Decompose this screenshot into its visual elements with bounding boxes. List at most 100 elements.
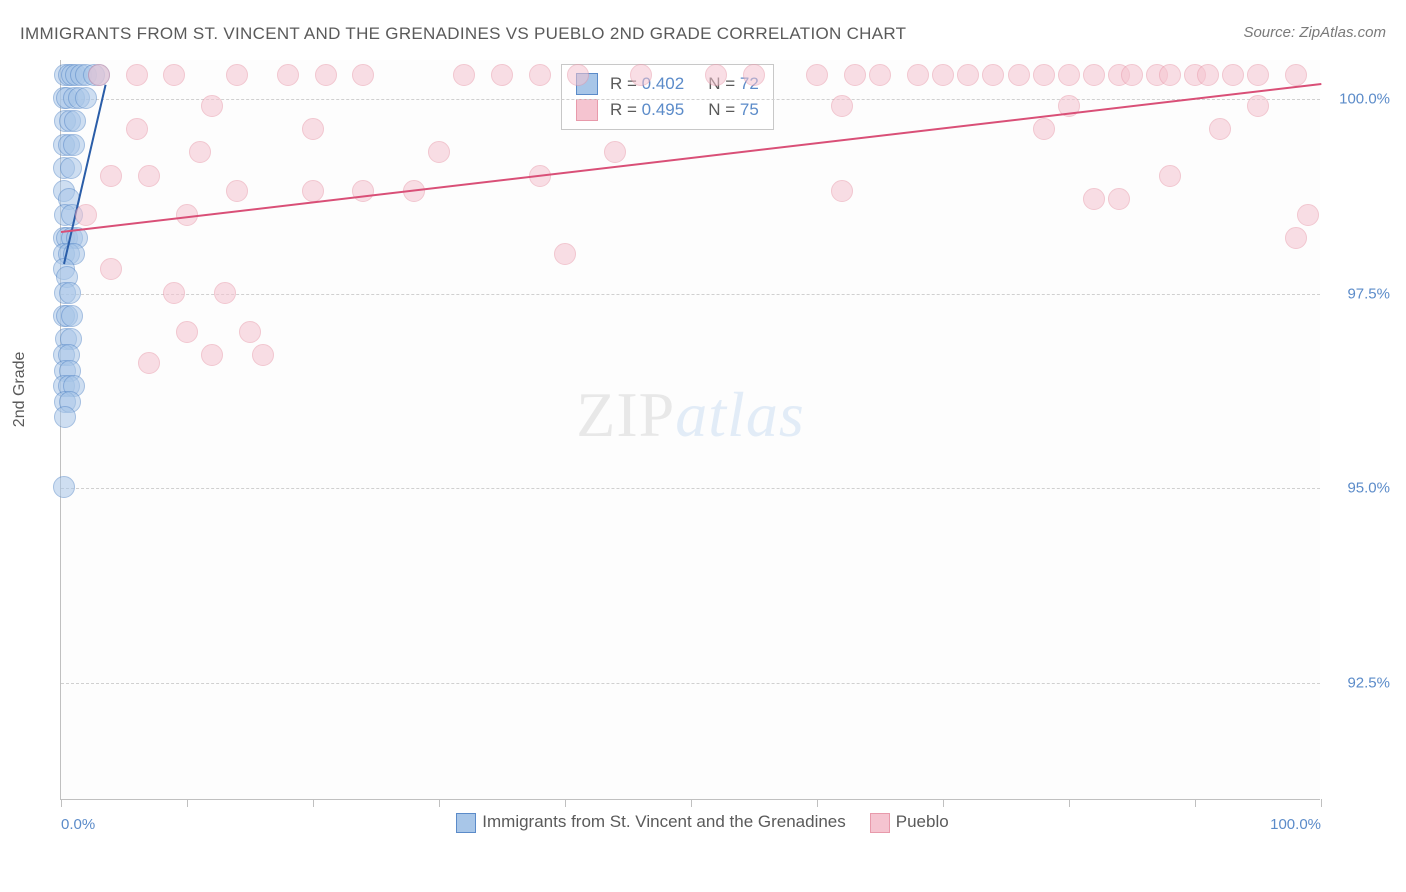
data-point <box>1033 118 1055 140</box>
data-point <box>226 64 248 86</box>
data-point <box>1285 64 1307 86</box>
data-point <box>176 321 198 343</box>
gridline <box>61 488 1320 489</box>
y-tick-label: 92.5% <box>1330 675 1390 692</box>
legend-label: Immigrants from St. Vincent and the Gren… <box>482 812 845 831</box>
data-point <box>176 204 198 226</box>
x-tick-label: 0.0% <box>61 816 95 833</box>
data-point <box>226 180 248 202</box>
y-tick-label: 97.5% <box>1330 285 1390 302</box>
gridline <box>61 683 1320 684</box>
data-point <box>630 64 652 86</box>
y-tick-label: 95.0% <box>1330 480 1390 497</box>
data-point <box>831 180 853 202</box>
data-point <box>100 258 122 280</box>
data-point <box>1008 64 1030 86</box>
data-point <box>529 64 551 86</box>
data-point <box>1159 165 1181 187</box>
x-tick <box>1195 799 1196 807</box>
data-point <box>1083 64 1105 86</box>
legend-row: R = 0.495N = 75 <box>576 97 759 123</box>
x-tick <box>439 799 440 807</box>
series-legend: Immigrants from St. Vincent and the Gren… <box>61 812 1320 833</box>
data-point <box>100 165 122 187</box>
data-point <box>831 95 853 117</box>
data-point <box>453 64 475 86</box>
data-point <box>59 282 81 304</box>
data-point <box>60 157 82 179</box>
data-point <box>1197 64 1219 86</box>
data-point <box>604 141 626 163</box>
data-point <box>214 282 236 304</box>
data-point <box>1247 95 1269 117</box>
data-point <box>554 243 576 265</box>
data-point <box>1209 118 1231 140</box>
data-point <box>277 64 299 86</box>
data-point <box>982 64 1004 86</box>
data-point <box>54 406 76 428</box>
source-label: Source: ZipAtlas.com <box>1243 24 1386 41</box>
x-tick <box>61 799 62 807</box>
data-point <box>1108 188 1130 210</box>
data-point <box>1083 188 1105 210</box>
data-point <box>1033 64 1055 86</box>
data-point <box>529 165 551 187</box>
x-tick <box>1321 799 1322 807</box>
data-point <box>705 64 727 86</box>
data-point <box>88 64 110 86</box>
data-point <box>932 64 954 86</box>
watermark: ZIPatlas <box>576 378 804 452</box>
data-point <box>239 321 261 343</box>
y-axis-label: 2nd Grade <box>11 352 29 428</box>
data-point <box>126 64 148 86</box>
data-point <box>743 64 765 86</box>
gridline <box>61 99 1320 100</box>
x-tick <box>187 799 188 807</box>
data-point <box>53 476 75 498</box>
data-point <box>1121 64 1143 86</box>
data-point <box>352 64 374 86</box>
data-point <box>64 110 86 132</box>
correlation-legend: R = 0.402N = 72R = 0.495N = 75 <box>561 64 774 130</box>
data-point <box>957 64 979 86</box>
data-point <box>1297 204 1319 226</box>
data-point <box>1222 64 1244 86</box>
plot-area: ZIPatlas R = 0.402N = 72R = 0.495N = 75 … <box>60 60 1320 800</box>
legend-swatch <box>456 813 476 833</box>
data-point <box>844 64 866 86</box>
x-tick <box>565 799 566 807</box>
x-tick <box>691 799 692 807</box>
data-point <box>126 118 148 140</box>
data-point <box>302 180 324 202</box>
chart-title: IMMIGRANTS FROM ST. VINCENT AND THE GREN… <box>20 24 906 44</box>
data-point <box>201 344 223 366</box>
data-point <box>189 141 211 163</box>
data-point <box>403 180 425 202</box>
data-point <box>869 64 891 86</box>
data-point <box>567 64 589 86</box>
legend-label: Pueblo <box>896 812 949 831</box>
data-point <box>1058 64 1080 86</box>
data-point <box>315 64 337 86</box>
data-point <box>907 64 929 86</box>
data-point <box>252 344 274 366</box>
data-point <box>1285 227 1307 249</box>
data-point <box>201 95 223 117</box>
data-point <box>491 64 513 86</box>
y-tick-label: 100.0% <box>1330 90 1390 107</box>
x-tick <box>943 799 944 807</box>
x-tick <box>817 799 818 807</box>
x-tick-label: 100.0% <box>1270 816 1321 833</box>
x-tick <box>1069 799 1070 807</box>
data-point <box>75 204 97 226</box>
data-point <box>1058 95 1080 117</box>
data-point <box>806 64 828 86</box>
data-point <box>63 134 85 156</box>
data-point <box>1247 64 1269 86</box>
data-point <box>1159 64 1181 86</box>
data-point <box>163 64 185 86</box>
data-point <box>302 118 324 140</box>
data-point <box>163 282 185 304</box>
legend-row: R = 0.402N = 72 <box>576 71 759 97</box>
legend-swatch <box>870 813 890 833</box>
